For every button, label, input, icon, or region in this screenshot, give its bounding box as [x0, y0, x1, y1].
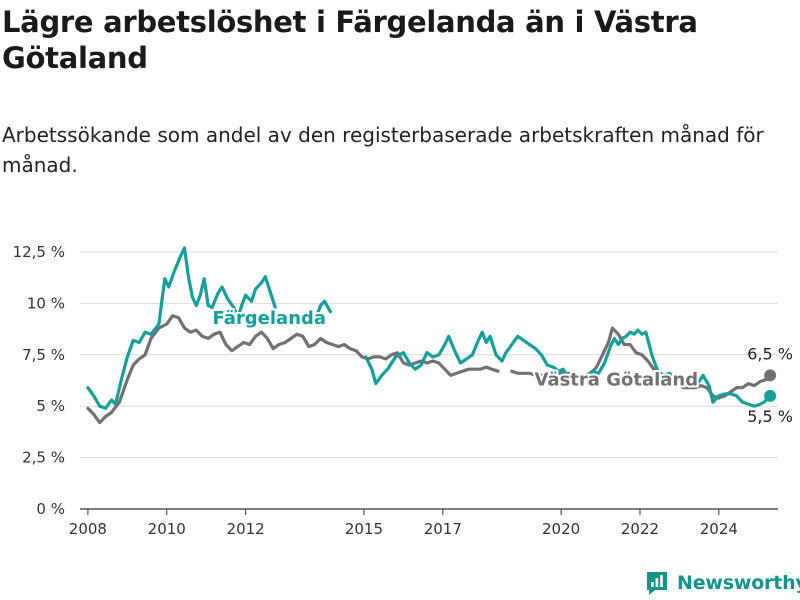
x-tick-label: 2024 [700, 520, 738, 538]
series-label-f-rgelanda: Färgelanda [213, 308, 327, 329]
x-tick-label: 2012 [227, 520, 265, 538]
series-line-f-rgelanda [364, 330, 569, 386]
x-tick-label: 2022 [621, 520, 659, 538]
x-tick-label: 2017 [424, 520, 462, 538]
end-value-label: 6,5 % [747, 344, 793, 363]
y-tick-label: 2,5 % [22, 449, 65, 467]
chart-subtitle: Arbetssökande som andel av den registerb… [2, 123, 764, 177]
series-line-v-stra-g-taland [86, 314, 500, 425]
series-label-v-stra-g-taland: Västra Götaland [535, 370, 699, 391]
line-chart: 0 % 2,5 % 5 % 7,5 % 10 % 12,5 % 2008 2010 2012 20… [13, 243, 793, 538]
x-tick-label: 2015 [345, 520, 383, 538]
chart-title: Lägre arbetslöshet i Färgelanda än i Väs… [2, 5, 698, 75]
end-point-f-rgelanda [764, 389, 777, 402]
newsworthy-logo: Newsworthy [645, 568, 800, 598]
x-tick-label: 2008 [69, 520, 107, 538]
series-line-f-rgelanda [585, 328, 772, 408]
newsworthy-icon [647, 572, 667, 595]
x-tick-label: 2020 [542, 520, 580, 538]
series-line-v-stra-g-taland [583, 326, 772, 400]
series-line-v-stra-g-taland [510, 369, 571, 377]
y-tick-label: 0 % [36, 500, 65, 518]
y-tick-label: 7,5 % [22, 346, 65, 364]
end-value-label: 5,5 % [747, 407, 793, 426]
brand-name: Newsworthy [677, 572, 800, 594]
series-line-f-rgelanda [315, 299, 332, 318]
series-line-f-rgelanda [86, 246, 277, 410]
y-tick-label: 12,5 % [13, 243, 65, 261]
y-tick-label: 10 % [27, 294, 65, 312]
y-tick-label: 5 % [36, 397, 65, 415]
x-tick-label: 2010 [148, 520, 186, 538]
end-point-v-stra-g-taland [764, 369, 777, 382]
